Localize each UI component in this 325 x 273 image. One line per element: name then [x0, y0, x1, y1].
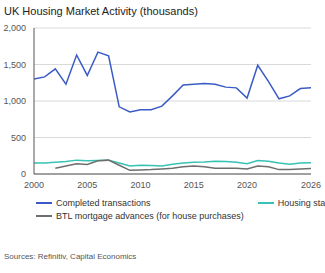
svg-text:1,000: 1,000: [8, 96, 26, 106]
svg-text:500: 500: [11, 133, 26, 143]
svg-text:1,500: 1,500: [8, 60, 26, 70]
svg-text:2005: 2005: [77, 180, 97, 190]
svg-text:2020: 2020: [237, 180, 257, 190]
svg-text:2026: 2026: [301, 180, 317, 190]
html-text:Sources: Refinitiv, Capital Ec: Sources: Refinitiv, Capital Economics: [4, 252, 137, 261]
html-text:Completed transactions: Completed transactions: [56, 198, 151, 208]
svg-text:2,000: 2,000: [8, 23, 26, 33]
svg-text:2015: 2015: [184, 180, 204, 190]
svg-text:2010: 2010: [131, 180, 151, 190]
svg-text:2000: 2000: [24, 180, 44, 190]
svg-text:0: 0: [21, 169, 26, 179]
html-text:BTL mortgage advances (for hou: BTL mortgage advances (for house purchas…: [56, 211, 244, 221]
html-text:UK Housing Market Activity (th: UK Housing Market Activity (thousands): [4, 5, 198, 17]
